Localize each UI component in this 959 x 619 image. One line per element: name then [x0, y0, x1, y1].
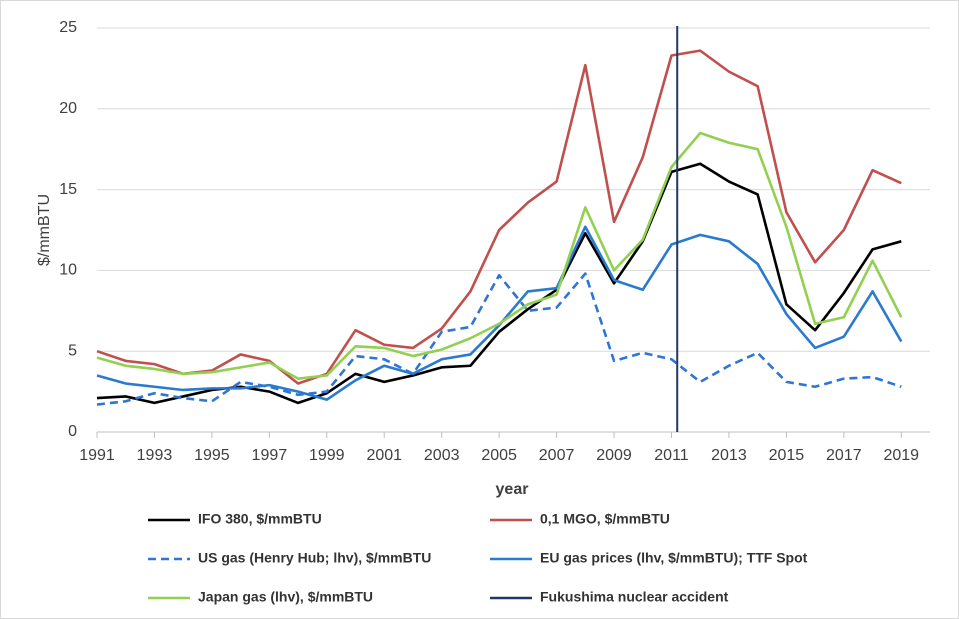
x-tick-label: 2003: [424, 447, 460, 464]
legend-label: 0,1 MGO, $/mmBTU: [540, 511, 670, 527]
x-axis-label: year: [496, 481, 529, 498]
x-tick-label: 1993: [137, 447, 173, 464]
x-tick-label: 1991: [79, 447, 115, 464]
x-tick-label: 2009: [596, 447, 632, 464]
legend-label: US gas (Henry Hub; lhv), $/mmBTU: [198, 550, 431, 566]
y-tick-label: 10: [59, 262, 77, 279]
x-tick-label: 2007: [539, 447, 575, 464]
y-tick-label: 25: [59, 19, 77, 36]
legend-label: EU gas prices (lhv, $/mmBTU); TTF Spot: [540, 550, 808, 566]
x-tick-label: 2013: [711, 447, 747, 464]
legend-label: Japan gas (lhv), $/mmBTU: [198, 589, 373, 605]
x-tick-label: 2015: [769, 447, 805, 464]
x-tick-label: 2019: [883, 447, 919, 464]
legend-label: IFO 380, $/mmBTU: [198, 511, 322, 527]
x-tick-label: 1995: [194, 447, 230, 464]
legend-label: Fukushima nuclear accident: [540, 589, 729, 605]
x-tick-label: 2001: [366, 447, 402, 464]
series-line: [96, 225, 903, 401]
series-line: [96, 131, 903, 380]
y-axis-label: $/mmBTU: [36, 194, 53, 266]
y-tick-label: 15: [59, 181, 77, 198]
x-tick-label: 1997: [252, 447, 288, 464]
y-tick-label: 0: [68, 423, 77, 440]
y-tick-label: 20: [59, 100, 77, 117]
x-tick-label: 2017: [826, 447, 862, 464]
x-tick-label: 2005: [481, 447, 517, 464]
x-tick-label: 2011: [654, 447, 689, 464]
y-tick-label: 5: [68, 342, 77, 359]
series-line: [96, 49, 902, 385]
x-tick-label: 1999: [309, 447, 345, 464]
series-line: [96, 272, 902, 406]
